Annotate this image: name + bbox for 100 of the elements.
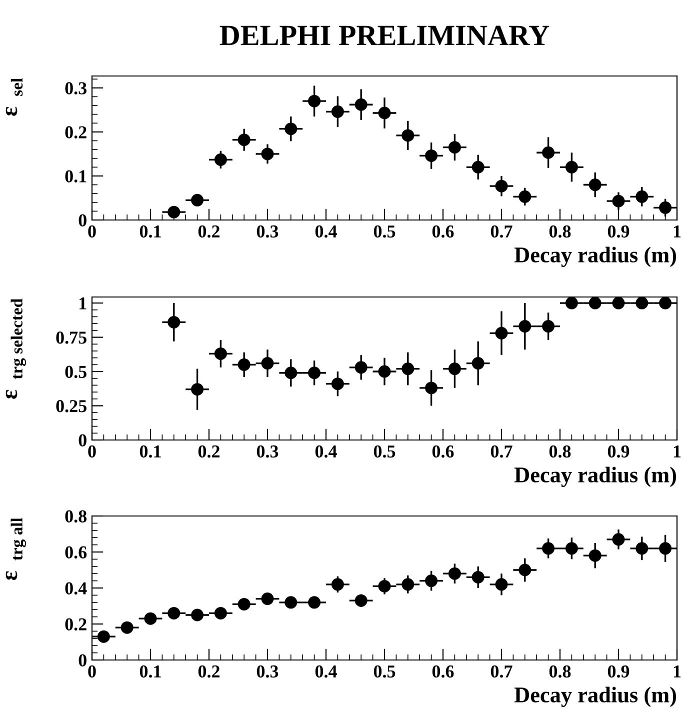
x-tick-label: 0.7 — [490, 445, 512, 458]
point — [261, 148, 274, 160]
x-tick-label: 0 — [88, 665, 96, 678]
point — [612, 533, 625, 546]
x-tick-label: 0.2 — [198, 225, 220, 238]
y-tick-label: 0.8 — [65, 510, 87, 523]
point — [659, 542, 672, 555]
x-tick-label: 0 — [88, 225, 96, 238]
point — [191, 383, 204, 396]
point — [472, 160, 484, 174]
point — [284, 596, 298, 609]
point — [214, 606, 227, 620]
point — [214, 153, 227, 166]
x-tick-label: 1 — [674, 665, 681, 678]
x-tick-label: 0.6 — [432, 665, 454, 678]
x-tick-label: 0.4 — [315, 225, 337, 238]
point — [495, 180, 508, 192]
point — [448, 362, 461, 376]
point — [284, 366, 298, 380]
point — [261, 357, 274, 370]
y-tick-label: 0 — [78, 214, 86, 226]
x-tick-label: 0.9 — [608, 665, 630, 678]
x-tick-label: 0.8 — [549, 445, 571, 458]
point — [191, 608, 204, 622]
y-tick-label: 0.25 — [56, 400, 86, 412]
point — [331, 105, 344, 118]
point — [588, 178, 602, 192]
point — [636, 542, 648, 555]
point — [378, 106, 391, 120]
point — [168, 606, 180, 620]
point — [636, 190, 648, 203]
point — [191, 194, 204, 206]
point — [238, 134, 250, 146]
x-tick-label: 0.2 — [198, 445, 220, 458]
point — [542, 146, 555, 159]
point — [588, 549, 602, 562]
x-axis-title: Decay radius (m) — [514, 466, 676, 488]
x-axis-title: Decay radius (m) — [514, 246, 676, 268]
point — [144, 612, 157, 625]
point — [214, 347, 227, 360]
point — [448, 141, 461, 154]
point — [518, 564, 532, 576]
point — [97, 630, 110, 643]
x-tick-label: 0.9 — [608, 445, 630, 458]
point — [448, 567, 461, 580]
x-tick-label: 1 — [674, 445, 681, 458]
point — [378, 580, 391, 592]
x-tick-label: 0.3 — [256, 445, 278, 458]
x-tick-label: 0.5 — [374, 225, 396, 238]
point — [308, 366, 321, 380]
point — [238, 598, 250, 610]
x-tick-label: 0.2 — [198, 665, 220, 678]
point — [331, 578, 344, 591]
point — [354, 594, 368, 607]
x-tick-label: 1 — [674, 225, 681, 238]
y-axis-title: εsel — [6, 78, 23, 116]
point — [168, 316, 180, 328]
point — [425, 382, 438, 394]
point — [518, 190, 532, 203]
point — [331, 378, 344, 390]
point — [261, 592, 274, 606]
x-tick-label: 0.6 — [432, 445, 454, 458]
point — [425, 574, 438, 588]
point — [284, 122, 298, 136]
y-tick-label: 0.1 — [65, 170, 86, 182]
x-tick-label: 0.8 — [549, 225, 571, 238]
x-tick-label: 0 — [88, 445, 96, 458]
x-tick-label: 0.3 — [256, 225, 278, 238]
x-tick-label: 0.7 — [490, 665, 512, 678]
point — [588, 296, 602, 310]
x-tick-label: 0.1 — [140, 445, 161, 458]
y-tick-label: 0 — [78, 434, 86, 446]
point — [612, 296, 625, 310]
y-tick-label: 0 — [78, 654, 86, 666]
x-tick-label: 0.1 — [140, 665, 161, 678]
point — [120, 621, 134, 634]
point — [472, 570, 484, 584]
point — [402, 362, 414, 376]
x-tick-label: 0.6 — [432, 225, 454, 238]
point — [168, 206, 180, 218]
x-tick-label: 0.5 — [374, 665, 396, 678]
point — [542, 542, 555, 555]
point — [425, 149, 438, 162]
x-tick-label: 0.4 — [315, 665, 337, 678]
point — [472, 357, 484, 370]
point — [402, 578, 414, 591]
y-axis-title: εtrg all — [6, 518, 26, 580]
point — [612, 194, 625, 208]
y-tick-label: 0.4 — [65, 582, 87, 595]
x-tick-label: 0.8 — [549, 665, 571, 678]
point — [354, 361, 368, 374]
x-tick-label: 0.4 — [315, 445, 337, 458]
x-tick-label: 0.3 — [256, 665, 278, 678]
x-tick-label: 0.1 — [140, 225, 161, 238]
point — [378, 365, 391, 378]
x-axis-title: Decay radius (m) — [514, 686, 676, 708]
point — [354, 98, 368, 111]
y-tick-label: 0.75 — [56, 332, 86, 344]
x-tick-label: 0.7 — [490, 225, 512, 238]
x-tick-label: 0.9 — [608, 225, 630, 238]
